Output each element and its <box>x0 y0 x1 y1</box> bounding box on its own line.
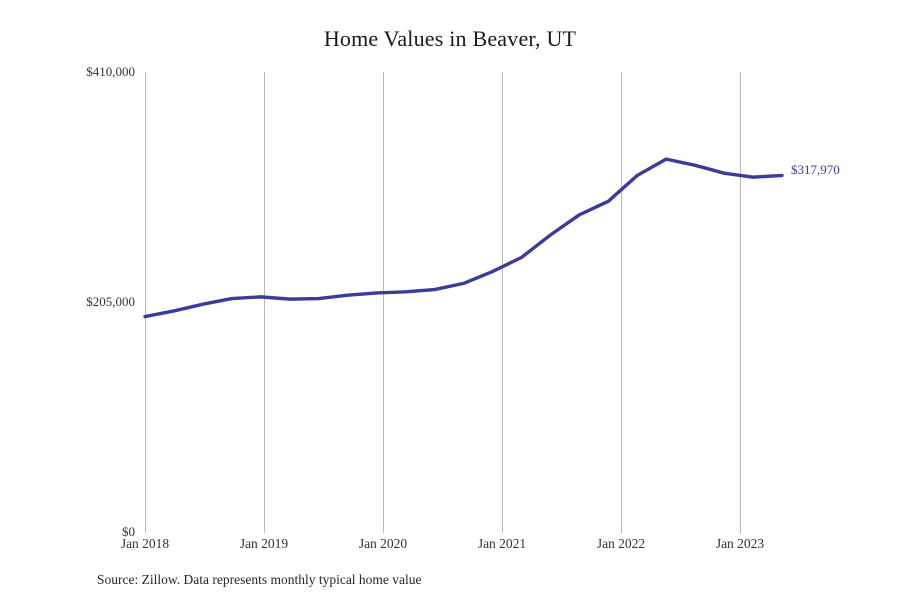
x-tick-label-jan-2022: Jan 2022 <box>596 536 646 551</box>
x-tick-label-jan-2019: Jan 2019 <box>239 536 289 551</box>
x-tick-label-jan-2018: Jan 2018 <box>120 536 170 551</box>
gridline-jan-2022 <box>621 72 622 533</box>
y-axis-labels: $410,000 $205,000 $0 <box>20 0 135 600</box>
plot-area <box>145 72 782 533</box>
gridline-jan-2023 <box>740 72 741 533</box>
x-tick-label-jan-2021: Jan 2021 <box>477 536 527 551</box>
y-tick-label-top: $410,000 <box>86 64 135 79</box>
x-tick-label-jan-2020: Jan 2020 <box>358 536 408 551</box>
source-note: Source: Zillow. Data represents monthly … <box>97 572 422 587</box>
gridline-jan-2018 <box>145 72 146 533</box>
gridline-jan-2019 <box>264 72 265 533</box>
gridline-jan-2020 <box>383 72 384 533</box>
chart-title: Home Values in Beaver, UT <box>323 26 577 51</box>
y-tick-label-bottom: $0 <box>122 524 135 539</box>
endpoint-value-label: $317,970 <box>791 162 840 177</box>
y-tick-label-mid: $205,000 <box>86 294 135 309</box>
home-value-line <box>143 157 784 319</box>
x-tick-label-jan-2023: Jan 2023 <box>715 536 765 551</box>
gridline-jan-2021 <box>502 72 503 533</box>
